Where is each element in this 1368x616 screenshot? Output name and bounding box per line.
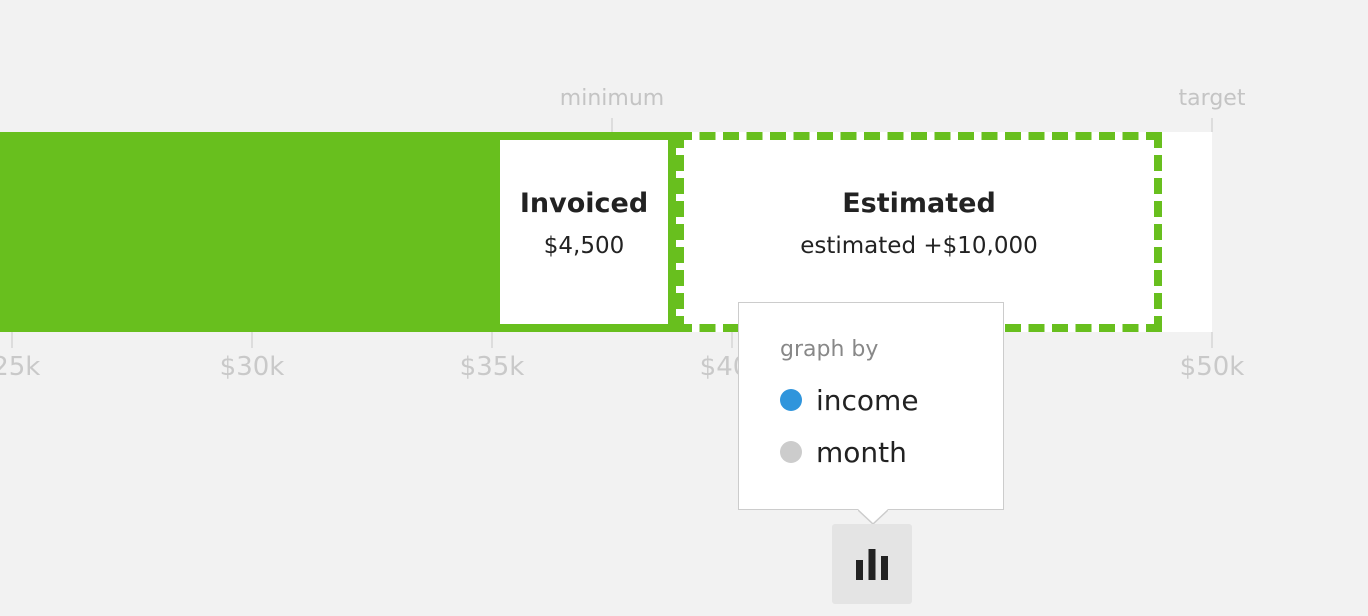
segment-title: Invoiced <box>519 187 649 219</box>
radio[interactable] <box>780 389 802 411</box>
option-label[interactable]: income <box>816 383 919 417</box>
axis-label: $50k <box>1179 352 1245 382</box>
option-label[interactable]: month <box>816 435 907 469</box>
invoiced-segment: Invoiced $4,500 <box>492 132 676 332</box>
estimated-segment: Estimated estimated +$10,000 <box>676 132 1162 332</box>
graph-button[interactable] <box>832 524 912 604</box>
marker-label: minimum <box>559 86 665 111</box>
popover: graph by income month <box>738 302 1004 510</box>
marker-tick <box>1211 118 1213 132</box>
axis-tick <box>1211 332 1213 348</box>
axis-tick <box>491 332 493 348</box>
marker-tick <box>611 118 613 132</box>
axis-label: $25k <box>0 352 41 382</box>
segment-title: Estimated <box>842 187 996 219</box>
marker-label: target <box>1178 86 1246 111</box>
popover-title: graph by <box>780 337 879 362</box>
option[interactable]: month <box>780 426 1003 478</box>
axis-label: $35k <box>459 352 525 382</box>
axis-label: $30k <box>219 352 285 382</box>
progress-fill <box>0 132 497 332</box>
axis-tick <box>731 332 733 348</box>
axis-tick <box>251 332 253 348</box>
segment-amount: estimated +$10,000 <box>800 232 1038 259</box>
radio[interactable] <box>780 441 802 463</box>
option[interactable]: income <box>780 374 1003 426</box>
bar-icon[interactable] <box>832 524 912 604</box>
axis-tick <box>11 332 13 348</box>
segment-amount: $4,500 <box>543 232 625 259</box>
